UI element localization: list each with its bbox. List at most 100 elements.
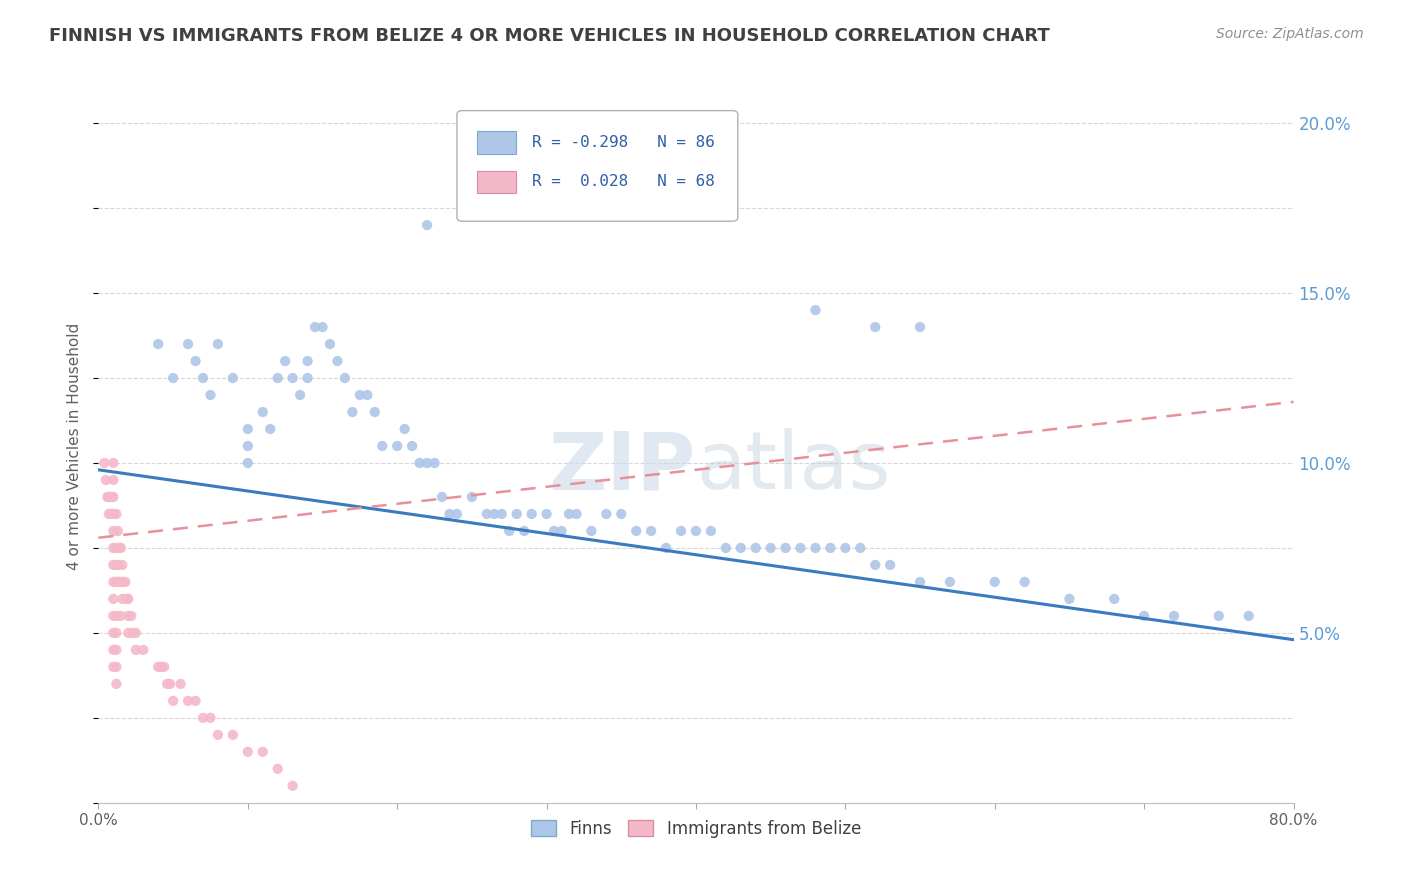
Point: [581, 524, 603, 538]
Point: [1163, 608, 1185, 623]
Point: [319, 337, 342, 351]
Point: [655, 541, 678, 555]
Point: [640, 524, 662, 538]
Point: [107, 558, 129, 572]
Point: [103, 626, 125, 640]
Point: [834, 541, 856, 555]
Point: [865, 320, 887, 334]
Point: [97, 507, 120, 521]
Point: [117, 608, 139, 623]
Point: [96, 490, 118, 504]
Point: [191, 371, 214, 385]
Point: [789, 541, 811, 555]
Point: [371, 439, 394, 453]
Point: [105, 643, 128, 657]
Point: [93, 456, 115, 470]
Point: [939, 574, 962, 589]
Point: [105, 507, 128, 521]
Point: [236, 422, 259, 436]
Point: [394, 422, 416, 436]
Y-axis label: 4 or more Vehicles in Household: 4 or more Vehicles in Household: [67, 322, 83, 570]
Point: [236, 456, 259, 470]
Point: [162, 694, 184, 708]
Point: [103, 456, 125, 470]
Point: [108, 541, 131, 555]
Point: [103, 473, 125, 487]
Point: [103, 591, 125, 606]
Point: [236, 745, 259, 759]
Point: [759, 541, 782, 555]
Point: [105, 660, 128, 674]
Text: atlas: atlas: [696, 428, 890, 507]
Point: [117, 626, 139, 640]
Point: [626, 524, 648, 538]
Point: [513, 524, 536, 538]
Point: [121, 626, 143, 640]
Point: [115, 591, 138, 606]
Point: [112, 574, 135, 589]
Point: [162, 371, 184, 385]
Point: [105, 608, 128, 623]
Point: [1059, 591, 1081, 606]
Point: [408, 456, 430, 470]
Point: [97, 490, 120, 504]
Point: [107, 524, 129, 538]
Point: [105, 626, 128, 640]
Point: [222, 728, 245, 742]
Point: [150, 660, 173, 674]
Point: [103, 524, 125, 538]
Point: [610, 507, 633, 521]
Point: [267, 371, 290, 385]
Text: ZIP: ZIP: [548, 428, 696, 507]
Point: [416, 456, 439, 470]
Point: [103, 507, 125, 521]
Point: [177, 337, 200, 351]
Point: [125, 626, 148, 640]
Point: [669, 524, 692, 538]
FancyBboxPatch shape: [477, 131, 516, 154]
Point: [385, 439, 409, 453]
Point: [120, 608, 142, 623]
Point: [132, 643, 155, 657]
Point: [105, 558, 128, 572]
Point: [820, 541, 842, 555]
Point: [108, 574, 131, 589]
Point: [200, 711, 222, 725]
Point: [98, 490, 122, 504]
Point: [288, 388, 311, 402]
FancyBboxPatch shape: [457, 111, 738, 221]
Point: [177, 694, 200, 708]
Point: [520, 507, 543, 521]
Point: [184, 354, 207, 368]
Legend: Finns, Immigrants from Belize: Finns, Immigrants from Belize: [524, 814, 868, 845]
Point: [401, 439, 423, 453]
Point: [550, 524, 572, 538]
Point: [506, 507, 529, 521]
Point: [207, 728, 229, 742]
Point: [111, 558, 134, 572]
Point: [222, 371, 245, 385]
Point: [111, 591, 134, 606]
Point: [685, 524, 707, 538]
Point: [105, 677, 128, 691]
Point: [439, 507, 461, 521]
Point: [984, 574, 1007, 589]
Point: [297, 354, 319, 368]
Point: [191, 711, 214, 725]
Point: [311, 320, 333, 334]
Point: [103, 643, 125, 657]
Point: [804, 303, 827, 318]
Point: [326, 354, 349, 368]
Point: [865, 558, 887, 572]
Point: [103, 574, 125, 589]
Point: [148, 660, 170, 674]
Point: [156, 677, 179, 691]
Point: [1237, 608, 1260, 623]
Point: [475, 507, 498, 521]
Point: [349, 388, 371, 402]
Point: [297, 371, 319, 385]
Point: [446, 507, 468, 521]
Point: [304, 320, 326, 334]
Text: FINNISH VS IMMIGRANTS FROM BELIZE 4 OR MORE VEHICLES IN HOUSEHOLD CORRELATION CH: FINNISH VS IMMIGRANTS FROM BELIZE 4 OR M…: [49, 27, 1050, 45]
Point: [259, 422, 281, 436]
